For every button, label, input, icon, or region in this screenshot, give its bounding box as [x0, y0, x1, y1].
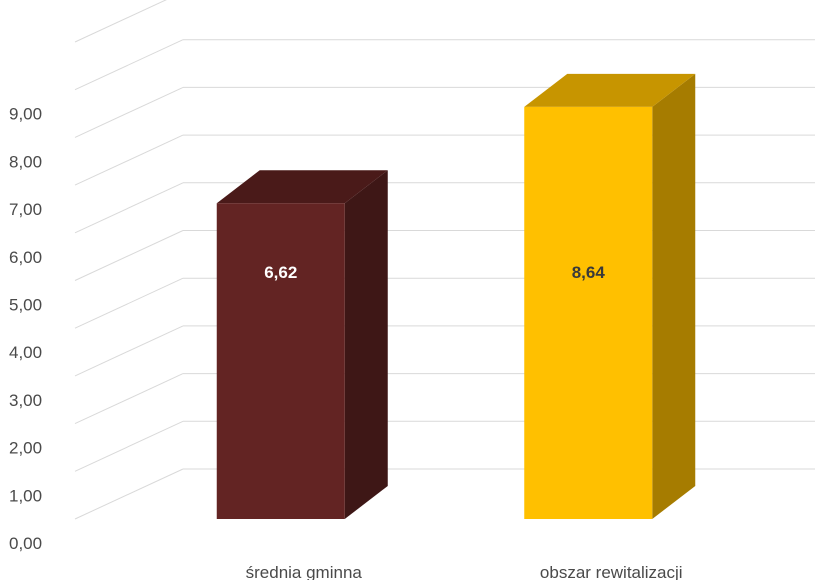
- y-tick-label: 0,00: [9, 534, 42, 553]
- y-tick-label: 8,00: [9, 152, 42, 171]
- gridline-diagonal: [74, 325, 184, 377]
- gridline-diagonal: [74, 134, 184, 186]
- data-label: 6,62: [264, 263, 297, 282]
- y-tick-label: 6,00: [9, 248, 42, 267]
- y-axis-ticks: 0,00 1,00 2,00 3,00 4,00 5,00 6,00 7,00 8,00 9,00: [9, 105, 42, 553]
- y-tick-label: 3,00: [9, 391, 42, 410]
- gridlines: [74, 0, 815, 520]
- bar-front: [216, 203, 345, 519]
- y-tick-label: 2,00: [9, 439, 42, 458]
- gridline-diagonal: [74, 373, 184, 425]
- bar-front: [524, 106, 653, 519]
- gridline-diagonal: [74, 182, 184, 234]
- bar: 8,64: [524, 73, 696, 519]
- bar-top: [216, 170, 388, 204]
- bar-top: [524, 73, 696, 107]
- gridline-diagonal: [74, 230, 184, 281]
- bar-side: [344, 170, 388, 519]
- gridline-diagonal: [74, 420, 184, 472]
- bar-side: [652, 73, 696, 519]
- y-tick-label: 9,00: [9, 105, 42, 124]
- y-tick-label: 7,00: [9, 200, 42, 219]
- gridline-diagonal: [74, 0, 167, 43]
- gridline-diagonal: [74, 468, 184, 520]
- bars: 6,62 8,64: [216, 73, 696, 519]
- gridline-diagonal: [74, 86, 184, 138]
- y-tick-label: 1,00: [9, 486, 42, 505]
- y-tick-label: 4,00: [9, 343, 42, 362]
- y-tick-label: 5,00: [9, 296, 42, 315]
- data-label: 8,64: [572, 263, 606, 282]
- gridline-diagonal: [74, 39, 184, 91]
- x-tick-label: obszar rewitalizacji: [540, 563, 683, 580]
- x-tick-label: średnia gminna: [246, 563, 363, 580]
- gridline-diagonal: [74, 277, 184, 329]
- bar: 6,62: [216, 170, 388, 519]
- x-axis-ticks: średnia gminna obszar rewitalizacji: [246, 563, 683, 580]
